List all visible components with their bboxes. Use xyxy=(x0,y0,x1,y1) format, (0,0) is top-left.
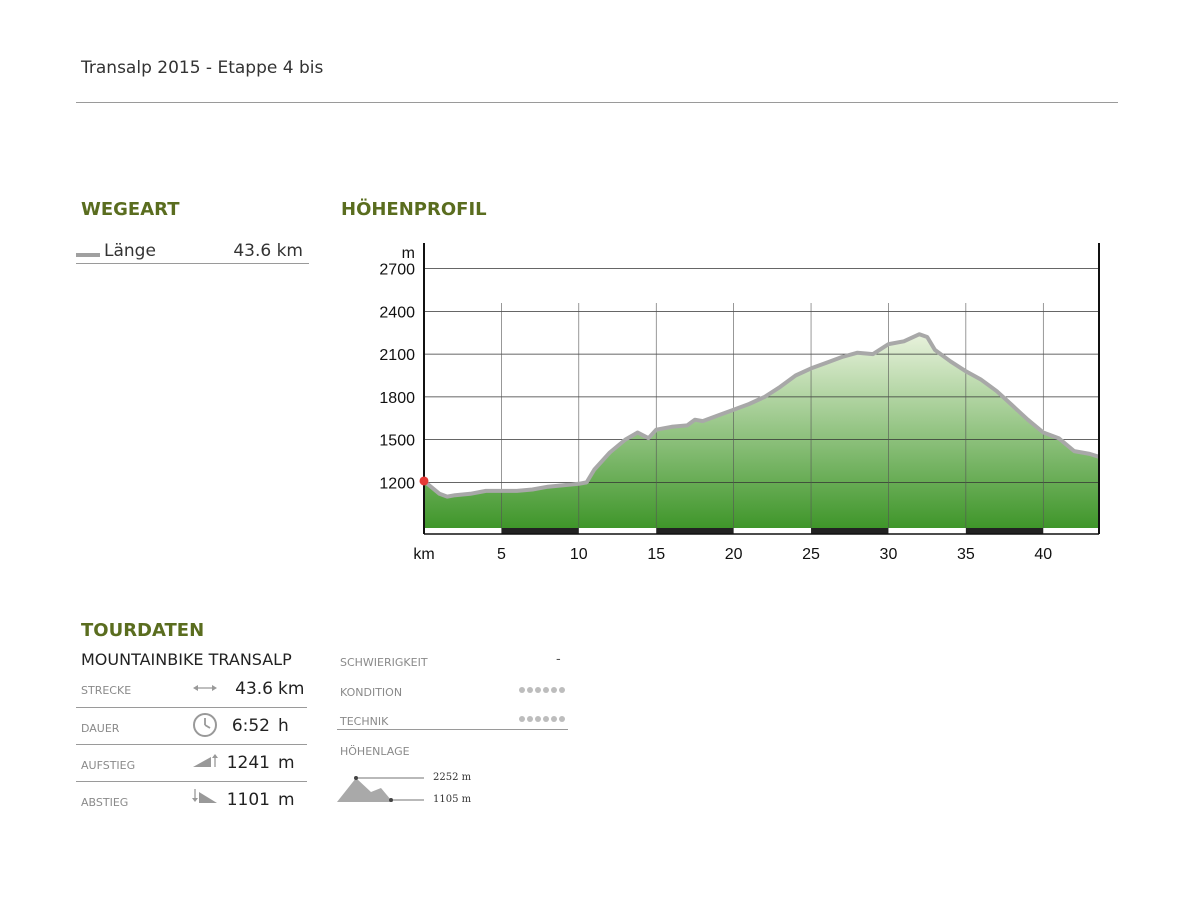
wegeart-value: 43.6 km xyxy=(233,241,303,261)
y-tick-label: 2700 xyxy=(379,262,415,279)
stat-value: 6:52 xyxy=(231,716,270,736)
rating-divider xyxy=(337,729,568,730)
x-tick-label: 35 xyxy=(957,546,975,563)
start-marker xyxy=(419,476,429,486)
wegeart-row: Länge 43.6 km xyxy=(76,241,309,264)
ascent-icon xyxy=(193,754,218,767)
kondition-label: KONDITION xyxy=(340,686,403,699)
km-scale-band xyxy=(656,528,734,534)
hoehenlage-max: 2252 m xyxy=(433,772,472,783)
elevation-chart: 1200 1500 1800 2100 2400 2700 5 10 15 20 25 30 35 40 m… xyxy=(379,243,1100,563)
stat-label: ABSTIEG xyxy=(81,796,129,809)
path-type-swatch xyxy=(76,253,100,257)
stat-unit: m xyxy=(278,790,295,810)
rating-dot xyxy=(519,687,525,693)
x-tick-label: 20 xyxy=(725,546,743,563)
x-tick-label: 15 xyxy=(647,546,665,563)
rating-dot xyxy=(535,687,541,693)
wegeart-label: Länge xyxy=(104,241,156,261)
stat-label: STRECKE xyxy=(81,684,132,697)
stat-row-dauer: DAUER 6:52 h xyxy=(76,707,307,745)
header-divider xyxy=(76,102,1118,103)
schwierigkeit-label: SCHWIERIGKEIT xyxy=(340,656,428,669)
wegeart-heading: WEGEART xyxy=(81,199,180,220)
rating-dot xyxy=(551,687,557,693)
x-axis-unit-label: km xyxy=(413,546,434,563)
rating-dot xyxy=(527,716,533,722)
y-tick-label: 1800 xyxy=(379,390,415,407)
y-tick-label: 2100 xyxy=(379,347,415,364)
y-tick-label: 1500 xyxy=(379,433,415,450)
stat-label: AUFSTIEG xyxy=(81,759,136,772)
x-tick-label: 10 xyxy=(570,546,588,563)
descent-icon xyxy=(192,789,217,803)
x-tick-label: 5 xyxy=(497,546,506,563)
altitude-range-icon xyxy=(337,776,424,802)
page-title: Transalp 2015 - Etappe 4 bis xyxy=(81,58,324,78)
rating-dot xyxy=(535,716,541,722)
stat-row-strecke: STRECKE 43.6 km xyxy=(76,670,307,708)
rating-dot xyxy=(543,716,549,722)
y-tick-label: 2400 xyxy=(379,304,415,321)
stat-row-abstieg: ABSTIEG 1101 m xyxy=(76,781,307,818)
x-tick-label: 40 xyxy=(1034,546,1052,563)
schwierigkeit-value: - xyxy=(556,652,561,667)
stat-unit: h xyxy=(278,716,289,736)
tour-subtitle: MOUNTAINBIKE TRANSALP xyxy=(81,650,292,669)
elevation-area xyxy=(424,334,1099,528)
km-scale-band xyxy=(811,528,889,534)
rating-dot xyxy=(527,687,533,693)
rating-dot xyxy=(559,716,565,722)
km-scale-band xyxy=(965,528,1044,534)
tourdaten-heading: TOURDATEN xyxy=(81,620,205,641)
hoehenlage-label: HÖHENLAGE xyxy=(340,745,410,758)
stat-value: 1101 xyxy=(226,790,270,810)
stat-value: 43.6 xyxy=(235,679,273,699)
rating-dot xyxy=(543,687,549,693)
rating-dot xyxy=(559,687,565,693)
y-tick-label: 1200 xyxy=(379,475,415,492)
kondition-rating xyxy=(519,687,565,693)
y-axis-unit-label: m xyxy=(402,245,415,262)
stat-label: DAUER xyxy=(81,722,120,735)
elevation-line xyxy=(422,332,1100,499)
rating-dot xyxy=(519,716,525,722)
technik-label: TECHNIK xyxy=(340,715,389,728)
stat-unit: km xyxy=(278,679,305,699)
clock-icon xyxy=(193,713,217,737)
stat-unit: m xyxy=(278,753,295,773)
stat-row-aufstieg: AUFSTIEG 1241 m xyxy=(76,744,307,782)
x-tick-label: 30 xyxy=(880,546,898,563)
km-scale-band xyxy=(501,528,579,534)
stat-value: 1241 xyxy=(226,753,270,773)
rating-dot xyxy=(551,716,557,722)
profile-heading: HÖHENPROFIL xyxy=(341,199,487,220)
x-tick-label: 25 xyxy=(802,546,820,563)
technik-rating xyxy=(519,716,565,722)
hoehenlage-min: 1105 m xyxy=(433,794,472,805)
double-arrow-icon xyxy=(193,685,217,691)
